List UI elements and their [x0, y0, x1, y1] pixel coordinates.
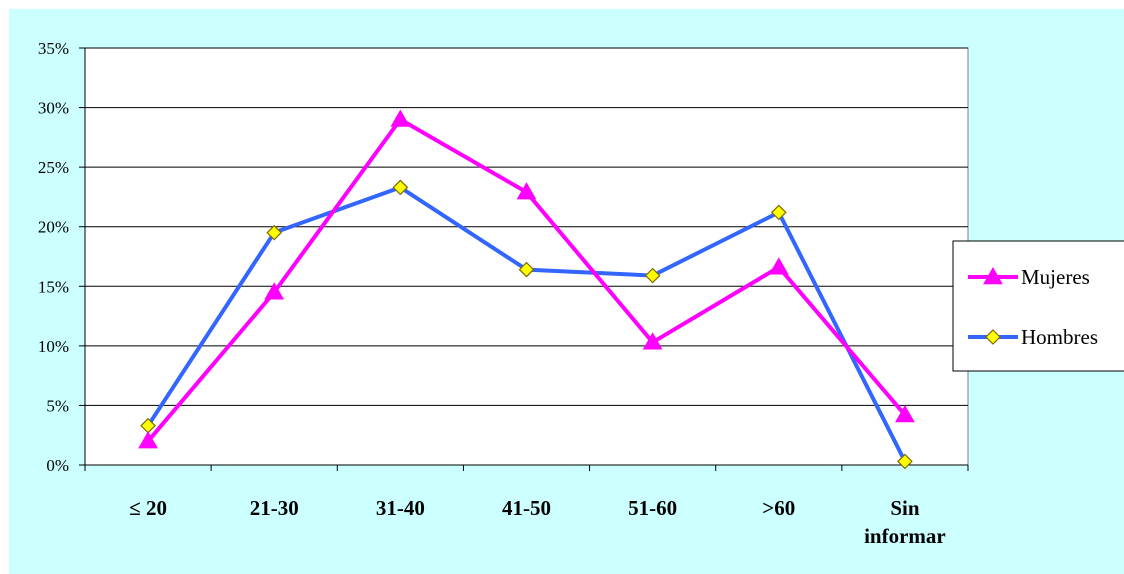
plot-area — [84, 47, 969, 466]
y-tick-label: 35% — [38, 39, 69, 58]
x-tick-label: 41-50 — [502, 496, 551, 520]
y-tick-label: 10% — [38, 337, 69, 356]
y-tick-label: 15% — [38, 277, 69, 296]
y-tick-label: 5% — [46, 396, 69, 415]
y-tick-label: 30% — [38, 99, 69, 118]
data-point-hombres — [770, 204, 787, 221]
x-tick-label: Sin informar — [864, 496, 946, 548]
x-tick-label: ≤ 20 — [129, 496, 167, 520]
data-point-hombres — [518, 261, 535, 278]
data-point-hombres — [644, 267, 661, 284]
data-point-mujeres — [768, 257, 789, 275]
legend: Mujeres Hombres — [952, 240, 1124, 372]
x-tick-label: >60 — [762, 496, 795, 520]
data-point-mujeres — [642, 332, 663, 350]
x-tick-label: 31-40 — [376, 496, 425, 520]
data-point-mujeres — [516, 182, 537, 200]
data-point-mujeres — [895, 404, 915, 423]
data-point-hombres — [392, 179, 409, 196]
legend-box — [952, 240, 1124, 372]
data-point-hombres — [897, 453, 913, 470]
y-tick-label: 0% — [46, 456, 69, 475]
legend-marker-mujeres — [983, 266, 1003, 285]
data-point-hombres — [266, 224, 283, 241]
data-point-mujeres — [138, 431, 158, 449]
x-tick-label: 21-30 — [250, 496, 299, 520]
y-tick-label: 20% — [38, 218, 69, 237]
legend-marker-hombres — [985, 329, 1001, 345]
legend-label-mujeres: Mujeres — [1021, 265, 1090, 289]
data-point-mujeres — [264, 282, 285, 300]
y-tick-label: 25% — [38, 158, 69, 177]
x-tick-label: 51-60 — [628, 496, 677, 520]
legend-label-hombres: Hombres — [1021, 325, 1098, 349]
data-point-mujeres — [390, 109, 411, 127]
